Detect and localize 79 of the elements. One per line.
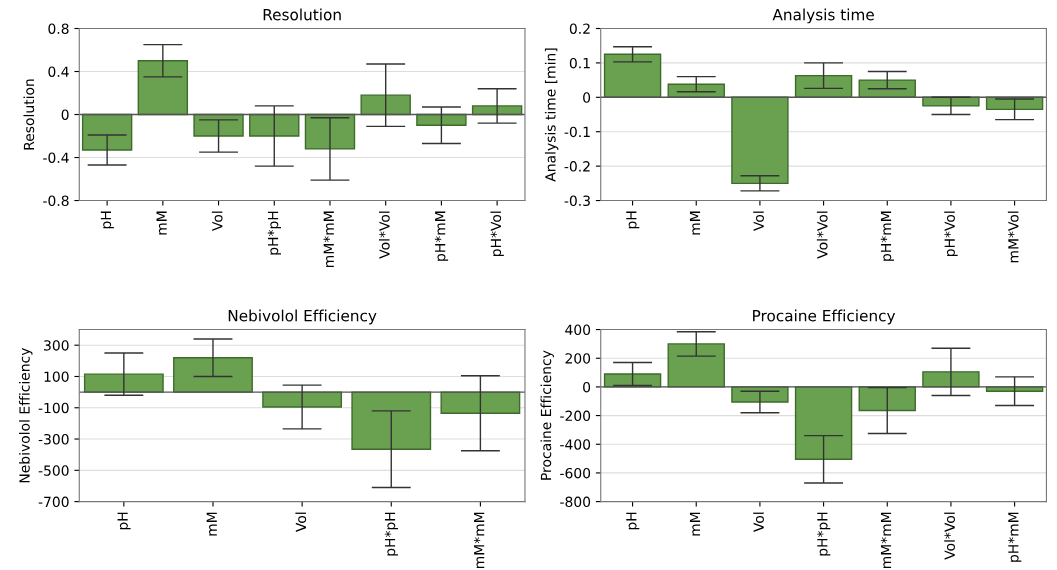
y-tick-label: -400 — [560, 439, 591, 450]
x-tick-label: mM — [156, 211, 167, 235]
y-axis-title: Procaine Efficiency — [540, 350, 554, 480]
x-tick-label: mM*mM — [323, 211, 334, 267]
x-tick-label: pH — [100, 211, 114, 229]
x-tick-label: Vol*Vol — [816, 211, 828, 259]
x-tick-label: mM*mM — [880, 512, 892, 569]
bar — [731, 96, 789, 185]
x-tick-label: mM*mM — [473, 512, 485, 569]
x-tick-label: mM — [689, 211, 701, 235]
y-tick-label: 400 — [565, 324, 591, 336]
x-tick-label: mM*Vol — [1007, 211, 1019, 263]
x-tick-label: mM — [689, 512, 701, 536]
bar — [83, 373, 164, 393]
y-tick-label: -600 — [560, 467, 591, 479]
y-tick-label: 0.2 — [569, 23, 590, 34]
x-tick-label: Vol*Vol — [378, 211, 390, 259]
x-tick-label: pH — [626, 512, 640, 530]
y-tick-label: 200 — [565, 353, 591, 364]
y-tick-label: -800 — [560, 496, 591, 508]
bar — [603, 53, 662, 99]
y-axis-title: Analysis time [min] — [544, 48, 559, 182]
bar — [416, 113, 467, 126]
y-tick-label: -300 — [38, 434, 69, 445]
y-tick-label: 0.8 — [48, 23, 69, 34]
x-tick-label: pH*pH — [384, 512, 398, 556]
bar — [794, 386, 853, 461]
x-tick-label: pH*Vol — [944, 211, 958, 256]
bar — [731, 386, 789, 403]
x-tick-label: pH — [626, 211, 640, 229]
chart-title: Procaine Efficiency — [753, 309, 896, 325]
y-tick-label: -100 — [38, 402, 69, 414]
x-tick-label: Vol — [753, 512, 764, 532]
y-tick-label: 0.1 — [569, 57, 590, 69]
bar — [262, 391, 343, 408]
bar — [173, 357, 253, 393]
x-tick-label: Vol — [753, 211, 764, 231]
x-tick-label: pH*pH — [817, 512, 831, 556]
y-tick-label: 0 — [61, 109, 69, 120]
bar — [360, 94, 411, 116]
y-tick-label: -700 — [38, 496, 69, 508]
chart-title: Analysis time — [772, 8, 874, 24]
bar — [193, 113, 244, 137]
x-tick-label: pH*mM — [434, 211, 449, 261]
y-tick-label: -0.8 — [43, 195, 69, 207]
x-tick-label: pH*mM — [1008, 512, 1022, 562]
bar — [81, 113, 133, 151]
y-tick-label: -500 — [38, 465, 69, 476]
bar — [440, 391, 521, 414]
y-tick-label: -0.4 — [43, 152, 69, 163]
x-tick-label: Vol*Vol — [944, 512, 955, 560]
chart-title: Nebivolol Efficiency — [228, 309, 377, 325]
y-tick-label: 0 — [583, 381, 591, 393]
chart-title: Resolution — [263, 8, 341, 21]
y-tick-label: -0.3 — [564, 195, 590, 207]
bar — [794, 74, 853, 99]
y-tick-label: -200 — [560, 410, 591, 422]
x-tick-label: mM — [206, 512, 217, 536]
bar — [304, 113, 356, 150]
y-tick-label: 0.4 — [48, 66, 69, 77]
bar — [858, 79, 916, 99]
bar — [249, 113, 300, 137]
bar — [137, 60, 189, 116]
x-tick-label: pH — [117, 512, 131, 530]
x-tick-label: pH*pH — [267, 211, 281, 255]
bar — [667, 343, 725, 388]
y-axis-title: Nebivolol Efficiency — [19, 347, 33, 483]
bar — [351, 391, 432, 450]
bar — [858, 386, 916, 412]
x-tick-label: pH*Vol — [490, 211, 504, 256]
x-tick-label: pH*mM — [880, 211, 894, 261]
y-tick-label: -0.2 — [564, 161, 590, 172]
y-axis-title: Resolution — [23, 79, 35, 150]
y-tick-label: 100 — [44, 371, 69, 382]
y-tick-label: 0 — [583, 92, 591, 103]
y-tick-label: 300 — [44, 340, 69, 351]
x-tick-label: Vol — [211, 211, 223, 231]
y-tick-label: -0.1 — [564, 126, 590, 138]
x-tick-label: Vol — [295, 512, 307, 532]
